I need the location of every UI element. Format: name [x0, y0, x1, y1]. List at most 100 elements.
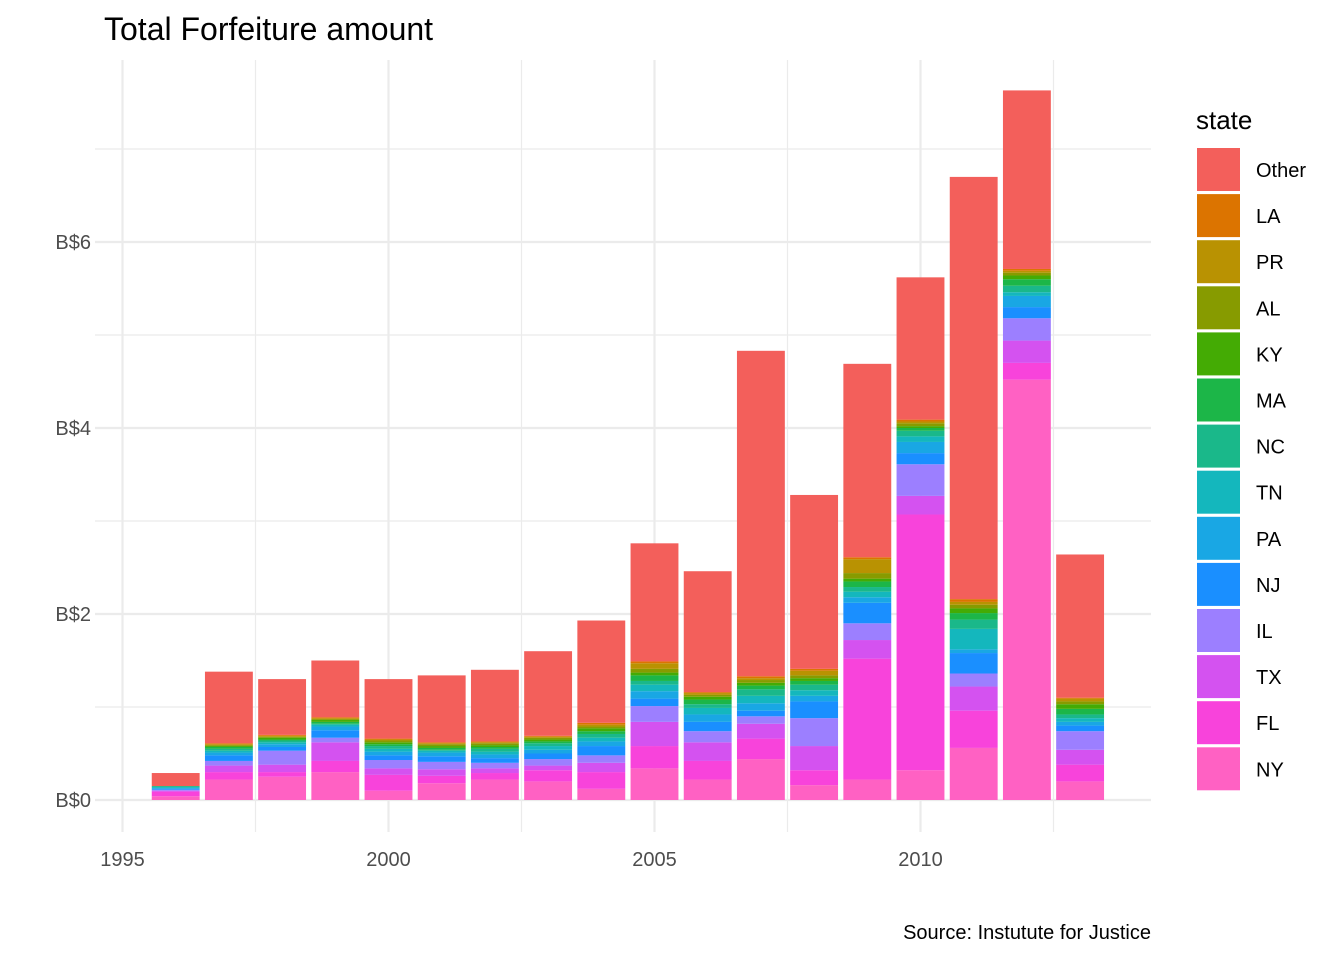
- bar-segment-nc-1998: [258, 740, 307, 743]
- bar-segment-fl-1996: [151, 791, 200, 797]
- bar-segment-fl-2005: [630, 746, 679, 769]
- bar-segment-pa-2012: [1002, 295, 1051, 308]
- bar-segment-il-2004: [577, 755, 626, 763]
- bar-segment-tx-2012: [1002, 340, 1051, 363]
- bar-segment-tn-2009: [843, 591, 892, 598]
- bar-segment-ky-1997: [204, 746, 253, 747]
- bar-segment-fl-2007: [736, 738, 785, 760]
- bar-segment-other-2002: [470, 669, 519, 742]
- bar-segment-nj-1996: [151, 788, 200, 790]
- legend-label-tn: TN: [1256, 483, 1283, 505]
- x-tick-label: 1995: [100, 849, 145, 871]
- bar-segment-ky-2000: [364, 742, 413, 745]
- bar-segment-il-2013: [1056, 731, 1105, 750]
- bar-segment-pr-2002: [470, 742, 519, 744]
- bar-segment-pr-2001: [417, 743, 466, 745]
- bar-segment-la-2000: [364, 738, 413, 740]
- legend-swatch-il: [1197, 609, 1240, 652]
- bar-segment-al-2002: [470, 743, 519, 746]
- bar-segment-tx-2002: [470, 768, 519, 774]
- legend-label-nj: NJ: [1256, 575, 1280, 597]
- bar-segment-ma-2002: [470, 746, 519, 749]
- bar-segment-ky-2010: [896, 426, 945, 428]
- bar-segment-nc-2005: [630, 680, 679, 685]
- bar-segment-nj-2004: [577, 746, 626, 756]
- bar-segment-pa-2010: [896, 441, 945, 454]
- legend-label-la: LA: [1256, 206, 1281, 228]
- bar-segment-il-2011: [949, 673, 998, 687]
- bar-segment-nc-2011: [949, 619, 998, 629]
- bar-segment-fl-2008: [790, 770, 839, 786]
- bar-segment-tn-1999: [311, 724, 360, 727]
- bar-segment-pr-2010: [896, 421, 945, 424]
- bar-segment-ma-1999: [311, 721, 360, 724]
- bar-segment-nj-2010: [896, 453, 945, 465]
- x-tick-label: 2005: [632, 849, 677, 871]
- bar-segment-tx-2003: [524, 765, 573, 771]
- bar-segment-nc-1999: [311, 723, 360, 725]
- chart-caption: Source: Instutute for Justice: [903, 922, 1151, 944]
- bar-segment-ny-2004: [577, 788, 626, 800]
- legend-label-pr: PR: [1256, 252, 1284, 274]
- bar-segment-la-2001: [417, 742, 466, 744]
- bar-segment-tn-2002: [470, 751, 519, 755]
- bar-segment-tn-2007: [736, 695, 785, 704]
- legend-label-ky: KY: [1256, 344, 1283, 366]
- legend-label-other: Other: [1256, 160, 1306, 182]
- bar-segment-la-2012: [1002, 268, 1051, 271]
- bar-segment-tx-2011: [949, 686, 998, 711]
- bar-segment-ma-2000: [364, 744, 413, 747]
- bar-segment-tn-2011: [949, 628, 998, 650]
- bar-segment-pa-2004: [577, 741, 626, 747]
- bar-segment-pa-2006: [683, 714, 732, 722]
- legend-swatch-pa: [1197, 516, 1240, 560]
- bar-segment-pr-2003: [524, 736, 573, 738]
- bar-segment-pa-2002: [470, 754, 519, 759]
- bar-segment-ny-1999: [311, 772, 360, 800]
- bar-segment-al-1999: [311, 719, 360, 721]
- legend-swatch-la: [1197, 194, 1240, 238]
- bar-segment-la-2005: [630, 661, 679, 664]
- bar-segment-tn-2003: [524, 746, 573, 750]
- bar-segment-al-2010: [896, 423, 945, 427]
- legend-swatch-al: [1197, 286, 1240, 330]
- bar-segment-nc-1996: [151, 786, 200, 787]
- bar-segment-ma-2001: [417, 747, 466, 750]
- bar-segment-tn-2004: [577, 737, 626, 742]
- bar-segment-il-2009: [843, 623, 892, 641]
- bar-segment-nj-2008: [790, 701, 839, 719]
- bar-segment-pa-1996: [151, 787, 200, 789]
- bar-segment-al-2005: [630, 668, 679, 673]
- bar-segment-ny-2008: [790, 785, 839, 800]
- bar-segment-tx-2004: [577, 762, 626, 773]
- bar-segment-other-2006: [683, 571, 732, 693]
- bar-segment-pr-2000: [364, 739, 413, 741]
- bar-segment-fl-2001: [417, 775, 466, 784]
- bar-segment-ma-2004: [577, 731, 626, 734]
- bar-segment-tx-2009: [843, 640, 892, 659]
- bar-segment-al-2000: [364, 740, 413, 743]
- bar-segment-fl-2009: [843, 658, 892, 780]
- x-tick-label: 2010: [898, 849, 943, 871]
- legend-title: state: [1196, 105, 1252, 135]
- bar-segment-tx-2008: [790, 746, 839, 771]
- bar-segment-ky-2009: [843, 578, 892, 582]
- bar-segment-tx-1998: [258, 764, 307, 773]
- legend: state Other LA PR AL KY MA NC TN PA NJ IL TX FL NY: [1196, 105, 1306, 791]
- bar-segment-nc-2006: [683, 704, 732, 708]
- y-tick-label: B$4: [55, 418, 91, 440]
- bar-segment-il-1997: [204, 760, 253, 766]
- bar-segment-ky-2001: [417, 746, 466, 748]
- bar-segment-al-2011: [949, 604, 998, 609]
- bar-segment-la-2013: [1056, 697, 1105, 699]
- bar-segment-other-2010: [896, 277, 945, 420]
- bar-segment-al-2008: [790, 675, 839, 679]
- bar-segment-tx-2013: [1056, 749, 1105, 765]
- bar-segment-nc-2002: [470, 748, 519, 752]
- bar-segment-tn-2006: [683, 707, 732, 715]
- bar-segment-pr-1998: [258, 735, 307, 737]
- bar-segment-tx-2005: [630, 721, 679, 747]
- bar-segment-fl-1999: [311, 760, 360, 773]
- bar-segment-other-2007: [736, 350, 785, 677]
